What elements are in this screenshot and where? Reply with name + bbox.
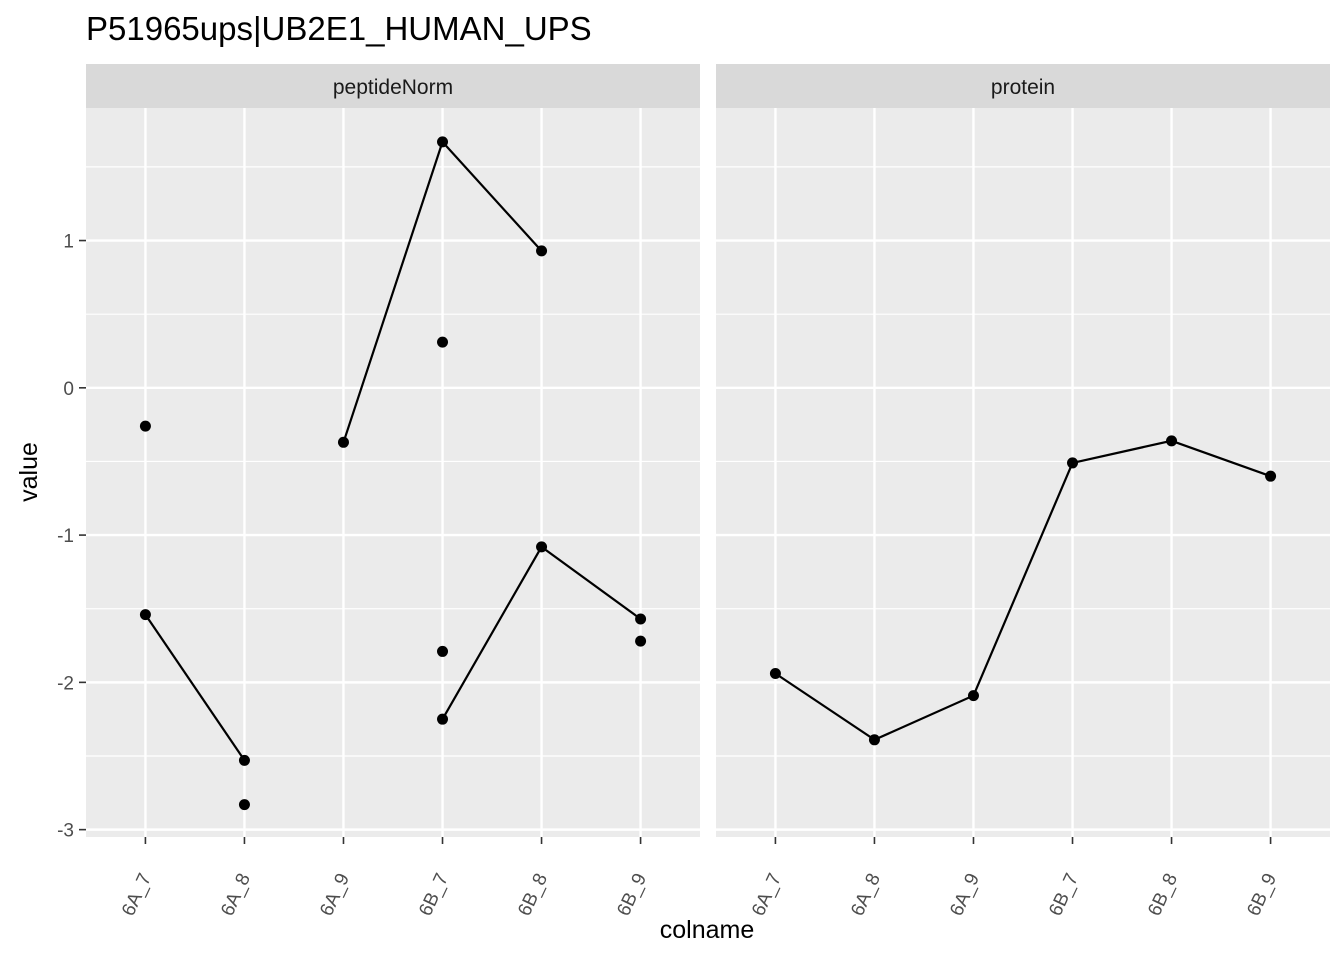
- x-tick-label: 6B_7: [415, 870, 453, 919]
- x-tick-label: 6A_7: [118, 870, 156, 919]
- y-tick-label: -2: [57, 673, 74, 694]
- data-point: [437, 136, 449, 148]
- x-tick-label: 6B_8: [514, 870, 552, 919]
- x-tick-label: 6B_7: [1045, 870, 1083, 919]
- facet-strip: [86, 64, 700, 108]
- series-line: [774, 439, 1271, 742]
- facet-strip-label: peptideNorm: [333, 76, 453, 99]
- data-point: [437, 336, 449, 348]
- data-point: [437, 713, 449, 725]
- data-point: [635, 635, 647, 647]
- data-point: [769, 668, 781, 680]
- facet-strip: [716, 64, 1330, 108]
- panel-background: [86, 108, 700, 837]
- y-tick-label: -1: [57, 526, 74, 547]
- x-tick-label: 6A_8: [847, 870, 885, 919]
- series-line: [144, 613, 246, 762]
- y-tick-label: 1: [63, 232, 74, 253]
- facet-strip-label: protein: [991, 76, 1055, 99]
- x-tick-label: 6A_8: [217, 870, 255, 919]
- data-point: [337, 436, 349, 448]
- panel-peptideNorm: peptideNorm 6A_7 6A_8 6A_9 6B_7 6B_8 6B_9: [86, 64, 700, 919]
- x-axis-title: colname: [660, 916, 755, 944]
- y-tick-label: 0: [63, 379, 74, 400]
- x-tick-label: 6B_9: [613, 870, 651, 919]
- y-axis-title: value: [15, 442, 43, 502]
- chart-title: P51965ups|UB2E1_HUMAN_UPS: [86, 10, 592, 47]
- x-tick-label: 6A_7: [748, 870, 786, 919]
- data-point: [967, 690, 979, 702]
- data-point: [139, 420, 151, 432]
- data-point: [536, 541, 548, 553]
- y-tick-label: -3: [57, 821, 74, 842]
- data-point: [238, 754, 250, 766]
- data-point: [868, 734, 880, 746]
- data-point: [139, 609, 151, 621]
- data-point: [536, 245, 548, 257]
- data-point: [1166, 435, 1178, 447]
- data-point: [635, 613, 647, 625]
- panel-background: [716, 108, 1330, 837]
- x-tick-label: 6A_9: [316, 870, 354, 919]
- data-point: [1265, 470, 1277, 482]
- data-point: [437, 645, 449, 657]
- x-tick-label: 6A_9: [946, 870, 984, 919]
- data-point: [1067, 457, 1079, 469]
- y-axis: -3 -2 -1 0 1: [57, 232, 86, 842]
- data-point: [238, 799, 250, 811]
- panel-protein: protein 6A_7 6A_8 6A_9 6B_7 6B_8 6B_9: [716, 64, 1330, 919]
- x-tick-label: 6B_9: [1243, 870, 1281, 919]
- x-tick-label: 6B_8: [1144, 870, 1182, 919]
